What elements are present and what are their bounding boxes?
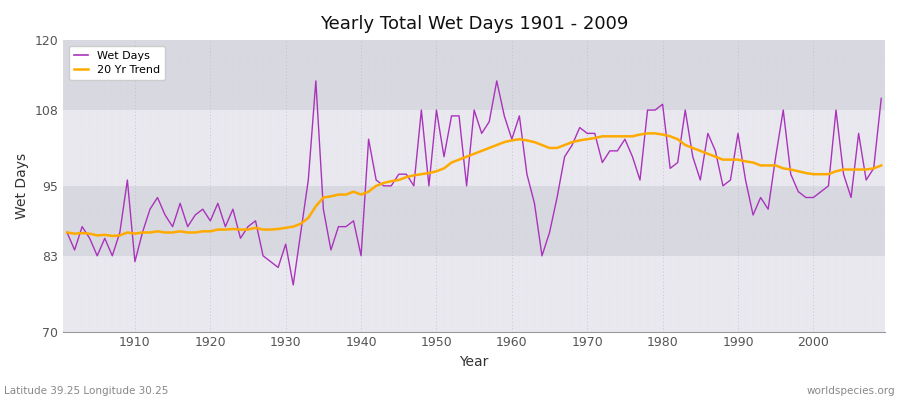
Y-axis label: Wet Days: Wet Days [15,153,29,219]
Text: worldspecies.org: worldspecies.org [807,386,896,396]
20 Yr Trend [62,230,73,235]
Title: Yearly Total Wet Days 1901 - 2009: Yearly Total Wet Days 1901 - 2009 [320,15,628,33]
Wet Days [122,178,133,182]
20 Yr Trend [340,192,351,197]
20 Yr Trend [642,131,652,136]
Wet Days [62,230,73,235]
Line: Wet Days: Wet Days [68,81,881,285]
Line: 20 Yr Trend: 20 Yr Trend [68,133,881,236]
Wet Days [310,78,321,83]
20 Yr Trend [295,221,306,226]
20 Yr Trend [605,134,616,139]
Wet Days [521,172,532,176]
20 Yr Trend [130,231,140,236]
Bar [63,110,885,186]
Legend: Wet Days, 20 Yr Trend: Wet Days, 20 Yr Trend [68,46,166,80]
20 Yr Trend [507,138,517,143]
X-axis label: Year: Year [460,355,489,369]
Bar [63,256,885,332]
Wet Days [514,114,525,118]
20 Yr Trend [876,163,886,168]
Text: Latitude 39.25 Longitude 30.25: Latitude 39.25 Longitude 30.25 [4,386,169,396]
Wet Days [876,96,886,101]
Wet Days [612,148,623,153]
Bar [63,186,885,256]
20 Yr Trend [514,137,525,142]
Wet Days [348,218,359,223]
Bar [63,40,885,110]
Wet Days [288,282,299,287]
Wet Days [295,230,306,235]
20 Yr Trend [107,234,118,238]
